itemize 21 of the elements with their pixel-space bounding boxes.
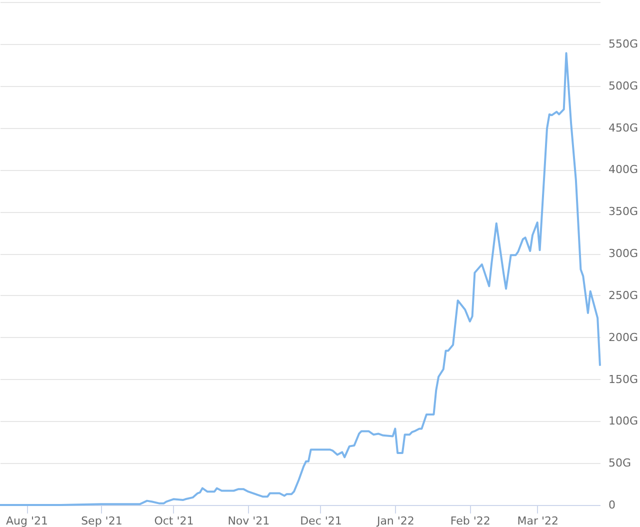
x-tick-label: Nov '21: [228, 514, 270, 527]
y-tick-label: 550G: [608, 37, 638, 50]
y-tick-label: 300G: [608, 247, 638, 260]
y-tick-label: 0: [608, 498, 616, 512]
x-tick-label: Mar '22: [517, 514, 558, 527]
y-tick-label: 50G: [608, 456, 632, 470]
x-tick-label: Aug '21: [6, 514, 48, 527]
y-tick-label: 150G: [608, 372, 638, 386]
x-tick-label: Oct '21: [154, 514, 194, 527]
x-tick-label: Feb '22: [450, 514, 490, 527]
y-tick-label: 250G: [608, 288, 638, 302]
x-tick-label: Sep '21: [81, 514, 122, 527]
y-tick-label: 500G: [608, 79, 638, 92]
y-tick-label: 450G: [608, 121, 638, 134]
y-tick-label: 100G: [608, 414, 638, 428]
y-tick-label: 400G: [608, 163, 638, 176]
y-tick-label: 200G: [608, 330, 638, 344]
y-tick-label: 350G: [608, 205, 638, 218]
x-tick-label: Dec '21: [300, 514, 342, 527]
x-tick-label: Jan '22: [376, 514, 414, 527]
line-series: [0, 52, 601, 506]
